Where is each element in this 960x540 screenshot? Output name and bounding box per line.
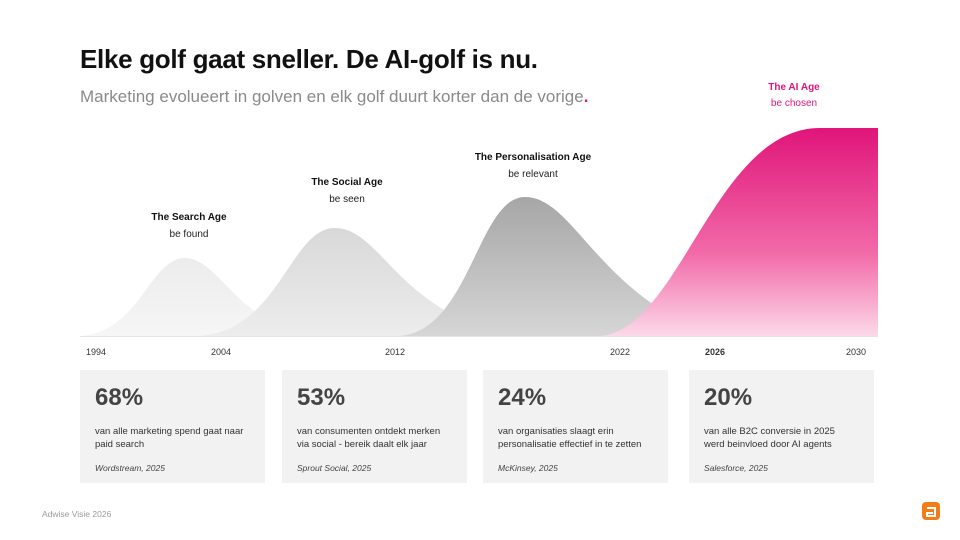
year-label: 2012: [384, 347, 406, 357]
subtitle-text: Marketing evolueert in golven en elk gol…: [80, 87, 584, 106]
stat-card: 20% van alle B2C conversie in 2025 werd …: [689, 370, 874, 483]
personalisation-wave: [400, 197, 720, 336]
wave-name: The Social Age: [311, 177, 383, 188]
stat-source: Salesforce, 2025: [704, 463, 768, 473]
year-label: 2026: [704, 347, 726, 357]
footer: Adwise Visie 2026: [42, 509, 112, 519]
stat-text: van consumenten ontdekt merken via socia…: [297, 426, 441, 450]
stat-source: Sprout Social, 2025: [297, 463, 372, 473]
stat-value: 24%: [498, 384, 547, 411]
stat-source: McKinsey, 2025: [498, 463, 558, 473]
stat-text: van organisaties slaagt erin personalisa…: [498, 426, 642, 450]
subtitle-dot: .: [583, 87, 589, 106]
wave-name: The Search Age: [151, 212, 227, 223]
stat-value: 68%: [95, 384, 144, 411]
wave-name: The AI Age: [768, 82, 820, 93]
social-wave: [200, 228, 520, 336]
stat-text: van alle marketing spend gaat naar paid …: [95, 426, 244, 450]
year-label: 1994: [85, 347, 107, 357]
title: Elke golf gaat sneller. De AI-golf is nu…: [80, 44, 538, 74]
year-label: 2022: [609, 347, 631, 357]
stat-source: Wordstream, 2025: [95, 463, 165, 473]
stat-card: 68% van alle marketing spend gaat naar p…: [80, 370, 265, 483]
stat-card: 24% van organisaties slaagt erin persona…: [483, 370, 668, 483]
wave-tagline: be found: [169, 229, 209, 240]
year-label: 2030: [845, 347, 867, 357]
year-label: 2004: [210, 347, 232, 357]
stat-text: van alle B2C conversie in 2025 werd bein…: [704, 426, 835, 450]
wave-name: The Personalisation Age: [474, 152, 592, 163]
wave-tagline: be seen: [329, 194, 365, 205]
stat-value: 53%: [297, 384, 346, 411]
wave-tagline: be relevant: [508, 169, 558, 180]
subtitle: Marketing evolueert in golven en elk gol…: [80, 87, 588, 107]
wave-tagline: be chosen: [770, 98, 818, 109]
stat-card: 53% van consumenten ontdekt merken via s…: [282, 370, 467, 483]
stat-value: 20%: [704, 384, 753, 411]
logo: [922, 502, 940, 520]
ai-wave: [600, 128, 878, 336]
